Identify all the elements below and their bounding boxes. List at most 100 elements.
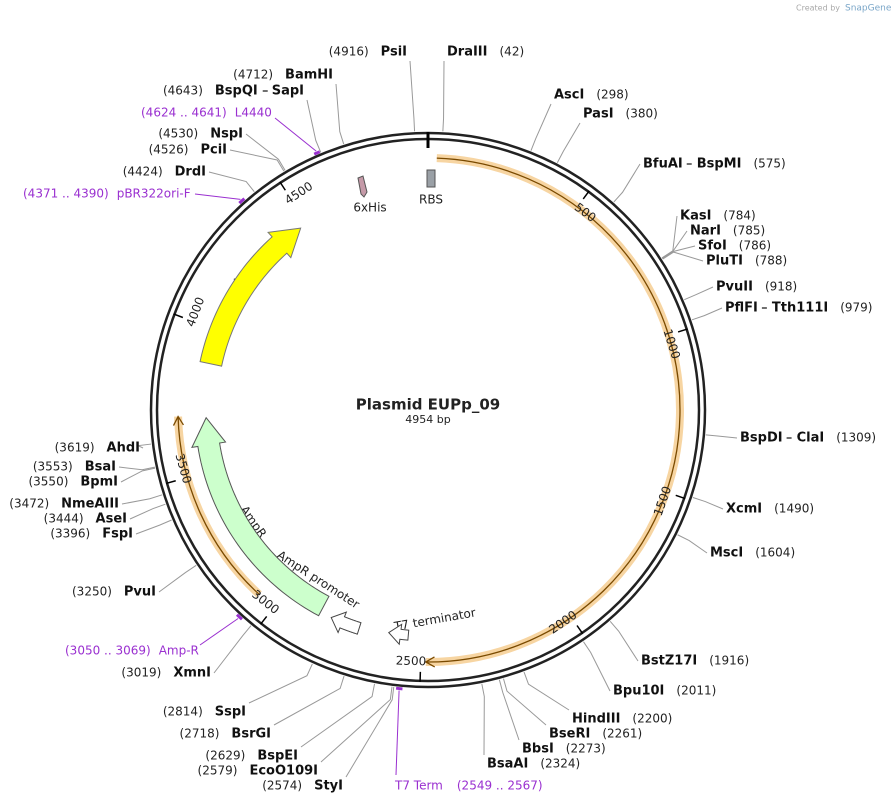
enzyme-name: XmnI: [173, 666, 211, 681]
site-line: [502, 678, 547, 726]
site-position: (4424): [123, 165, 163, 179]
site-line: [662, 251, 704, 262]
site-position: (2011): [676, 684, 716, 698]
site-line: [530, 103, 552, 151]
enzyme-name: SfoI: [698, 239, 727, 254]
site-position: (298): [596, 88, 628, 102]
primer-name: T7 Term: [394, 779, 443, 793]
enzyme-name: BspMI: [697, 157, 742, 172]
orf-arc: [177, 416, 260, 595]
site-position: (3550): [28, 475, 68, 489]
site-position: (3444): [44, 512, 84, 526]
ori-feature: [199, 227, 302, 367]
site-position: (3472): [9, 497, 49, 511]
site-position: (1309): [836, 431, 876, 445]
site-position: (2574): [262, 779, 302, 793]
tick-mark: [677, 328, 688, 333]
ampr-feature: [191, 416, 330, 617]
enzyme-name: DrdI: [175, 165, 206, 180]
site-line: [213, 625, 252, 674]
enzyme-name: KasI: [680, 209, 711, 224]
enzyme-name: BsrGI: [231, 727, 271, 742]
site-position: (2273): [566, 742, 606, 756]
site-line: [335, 83, 345, 145]
site-line: [135, 519, 172, 535]
enzyme-name: PvuII: [716, 280, 753, 295]
his-tag-feature: [357, 175, 368, 198]
terminator-feature: [387, 623, 410, 646]
site-position: (4526): [149, 143, 189, 157]
feature-label: 6xHis: [353, 201, 386, 215]
site-line: [661, 215, 678, 259]
enzyme-name: FspI: [102, 527, 133, 542]
site-line: [677, 534, 708, 554]
enzyme-name: StyI: [314, 779, 343, 794]
primer-range: (4624 .. 4641): [141, 106, 227, 120]
tick-mark: [165, 479, 176, 485]
site-line: [662, 245, 696, 259]
site-line: [481, 683, 485, 756]
tick-mark: [675, 494, 686, 500]
enzyme-name: BsaI: [85, 460, 116, 475]
site-line: [692, 497, 724, 510]
enzyme-name: HindIII: [572, 712, 620, 727]
site-position: (2718): [180, 727, 220, 741]
brand: SnapGene: [845, 4, 892, 14]
enzyme-name: BspQI: [215, 84, 258, 99]
site-position: (3553): [33, 460, 73, 474]
site-line: [523, 671, 570, 711]
enzyme-name: PciI: [200, 143, 227, 158]
site-position: (4643): [163, 84, 203, 98]
site-position: (1604): [755, 546, 795, 560]
site-position: (785): [733, 224, 765, 238]
primer-mark: [395, 686, 403, 691]
site-position: (2579): [198, 764, 238, 778]
site-position: (788): [755, 254, 787, 268]
primer-mark: [313, 150, 321, 156]
site-position: (575): [753, 157, 785, 171]
primer-line: [395, 690, 400, 776]
site-position: (918): [765, 280, 797, 294]
site-line: [118, 466, 156, 471]
site-line: [498, 679, 520, 741]
enzyme-name: DraIII: [447, 45, 488, 60]
enzyme-name: NarI: [690, 224, 721, 239]
site-line: [245, 133, 286, 171]
primer-mark: [238, 197, 246, 205]
site-line: [409, 60, 416, 132]
orf-arc: [425, 157, 681, 663]
site-line: [613, 163, 641, 203]
site-position: (1490): [774, 502, 814, 516]
site-line: [129, 503, 166, 520]
site-line: [120, 467, 156, 483]
site-position: (42): [500, 45, 525, 59]
site-position: (2814): [163, 705, 203, 719]
site-line: [691, 307, 723, 321]
primer-mark: [235, 613, 243, 621]
site-line: [208, 171, 255, 193]
site-position: (4916): [329, 45, 369, 59]
site-line: [442, 60, 445, 132]
tick-mark: [279, 181, 286, 191]
site-line: [229, 149, 285, 172]
site-position: (786): [739, 239, 771, 253]
site-position: (380): [626, 107, 658, 121]
enzyme-name: Tth111I: [772, 301, 828, 316]
enzyme-name: BamHI: [285, 68, 333, 83]
enzyme-name: XcmI: [726, 502, 762, 517]
tick-mark: [582, 190, 590, 200]
map-title: Plasmid EUPp_09: [356, 396, 500, 414]
tick-label: 2500: [396, 653, 427, 668]
enzyme-name: BbsI: [522, 742, 554, 757]
map-size: 4954 bp: [405, 413, 450, 426]
tick-mark: [173, 313, 184, 319]
enzyme-name: NmeAIII: [61, 497, 119, 512]
primer-range: (3050 .. 3069): [65, 644, 151, 658]
site-position: (3250): [72, 585, 112, 599]
site-line: [158, 564, 197, 593]
site-position: (1916): [709, 654, 749, 668]
enzyme-name: BstZ17I: [641, 654, 697, 669]
enzyme-name: AhdI: [107, 441, 140, 456]
